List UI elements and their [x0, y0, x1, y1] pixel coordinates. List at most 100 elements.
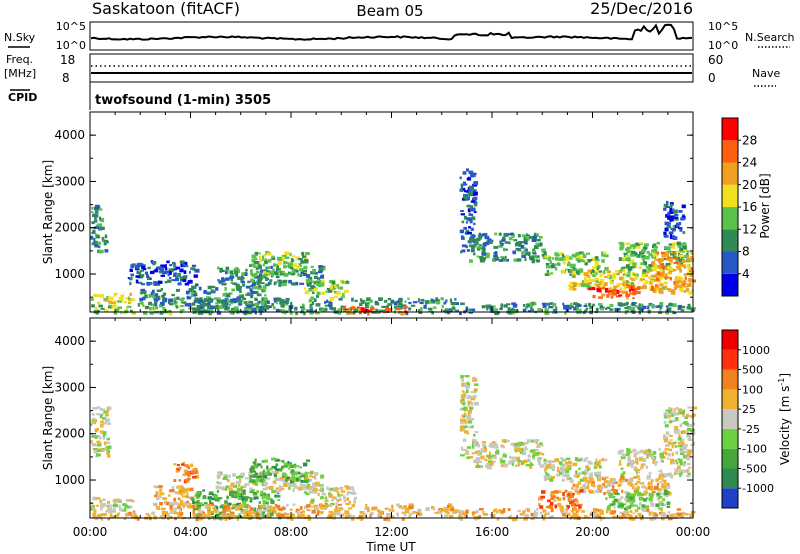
echo-cell	[581, 252, 585, 255]
echo-cell	[609, 279, 612, 283]
echo-cell	[620, 473, 625, 477]
echo-cell	[461, 382, 464, 386]
echo-cell	[670, 462, 672, 465]
echo-cell	[636, 480, 641, 484]
echo-cell	[622, 282, 626, 287]
echo-cell	[178, 282, 182, 285]
echo-cell	[555, 267, 558, 271]
echo-cell	[250, 285, 255, 288]
echo-cell	[286, 476, 290, 480]
echo-cell	[284, 251, 290, 256]
echo-cell	[136, 516, 140, 521]
echo-cell	[478, 232, 482, 235]
echo-cell	[692, 432, 696, 436]
echo-cell	[622, 503, 627, 506]
echo-cell	[279, 468, 283, 472]
echo-cell	[154, 300, 157, 304]
echo-cell	[546, 499, 551, 503]
echo-cell	[686, 434, 691, 437]
echo-cell	[686, 263, 690, 268]
echo-cell	[677, 305, 682, 309]
echo-cell	[266, 506, 271, 510]
echo-cell	[257, 517, 262, 520]
echo-cell	[194, 507, 199, 511]
echo-cell	[366, 309, 369, 313]
echo-cell	[460, 407, 466, 411]
echo-cell	[646, 449, 649, 454]
cpid-label: CPID	[8, 91, 37, 104]
echo-cell	[311, 271, 316, 275]
echo-cell	[96, 435, 101, 438]
echo-cell	[502, 454, 507, 458]
echo-cell	[604, 458, 608, 462]
echo-cell	[282, 460, 285, 463]
echo-cell	[524, 514, 530, 518]
echo-cell	[198, 502, 203, 506]
echo-cell	[164, 501, 168, 505]
echo-cell	[303, 485, 308, 489]
echo-cell	[536, 238, 541, 242]
echo-cell	[516, 258, 522, 262]
freq-unit: [MHz]	[4, 67, 36, 80]
echo-cell	[321, 291, 326, 295]
echo-cell	[678, 210, 683, 213]
echo-cell	[247, 505, 251, 508]
echo-cell	[687, 266, 691, 271]
echo-cell	[331, 280, 336, 284]
echo-cell	[676, 241, 681, 246]
echo-cell	[640, 303, 644, 307]
echo-cell	[97, 234, 100, 238]
echo-cell	[291, 477, 295, 481]
echo-cell	[267, 266, 271, 269]
echo-cell	[469, 220, 473, 224]
echo-cell	[430, 301, 436, 304]
echo-cell	[596, 471, 602, 476]
echo-cell	[224, 500, 227, 504]
echo-cell	[468, 170, 474, 175]
echo-cell	[178, 466, 182, 470]
echo-cell	[673, 257, 678, 260]
echo-cell	[488, 240, 493, 244]
echo-cell	[398, 302, 403, 306]
echo-cell	[129, 281, 132, 286]
echo-cell	[682, 283, 685, 287]
echo-cell	[578, 467, 581, 471]
echo-cell	[667, 511, 670, 514]
echo-cell	[450, 302, 456, 306]
echo-cell	[287, 467, 291, 470]
echo-cell	[292, 255, 296, 258]
echo-cell	[309, 311, 314, 315]
echo-cell	[625, 242, 630, 246]
echo-cell	[315, 481, 320, 486]
echo-cell	[640, 262, 645, 265]
echo-cell	[361, 300, 365, 304]
nsky-trace	[90, 23, 693, 41]
echo-cell	[667, 441, 671, 446]
echo-cell	[644, 264, 649, 268]
echo-cell	[599, 273, 603, 278]
echo-cell	[319, 280, 322, 284]
echo-cell	[567, 495, 572, 499]
echo-cell	[317, 492, 320, 497]
echo-cell	[92, 507, 96, 511]
vel-cbar-label-exp: -1	[777, 378, 786, 386]
x-tick-label: 00:00	[676, 525, 711, 539]
echo-cell	[147, 514, 151, 517]
echo-cell	[598, 270, 603, 273]
echo-cell	[301, 308, 306, 311]
echo-cell	[678, 258, 682, 263]
colorbar-swatch	[722, 428, 738, 449]
echo-cell	[678, 255, 684, 258]
echo-cell	[235, 273, 239, 277]
echo-cell	[491, 455, 497, 458]
echo-cell	[675, 451, 679, 455]
echo-cell	[262, 474, 268, 479]
echo-cell	[489, 442, 494, 446]
echo-cell	[178, 479, 182, 482]
echo-cell	[204, 309, 209, 314]
echo-cell	[671, 462, 676, 465]
echo-cell	[589, 285, 594, 289]
echo-cell	[529, 450, 534, 453]
echo-cell	[330, 487, 334, 491]
echo-cell	[491, 454, 494, 458]
